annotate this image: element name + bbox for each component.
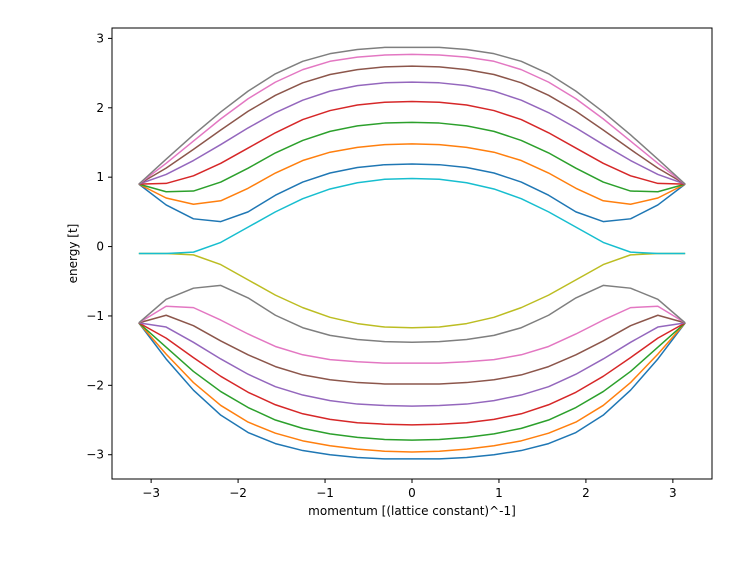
band-line-1 (138, 322, 686, 460)
band-line-14 (138, 100, 686, 185)
y-tick-label: −1 (86, 309, 104, 323)
band-line-12 (138, 143, 686, 205)
x-tick-label: 0 (408, 486, 416, 500)
band-line-18 (138, 46, 686, 185)
band-line-16 (138, 65, 686, 185)
x-tick-label: 3 (669, 486, 677, 500)
x-tick-label: −3 (142, 486, 160, 500)
y-tick-label: 3 (96, 31, 104, 45)
y-tick-label: 2 (96, 101, 104, 115)
band-line-2 (138, 322, 686, 453)
band-line-10 (138, 177, 686, 255)
y-tick-label: −3 (86, 448, 104, 462)
band-line-8 (138, 284, 686, 344)
x-tick-label: 1 (495, 486, 503, 500)
y-axis: −3 −2 −1 0 1 2 3 (86, 31, 112, 462)
band-line-7 (138, 305, 686, 364)
band-line-13 (138, 121, 686, 193)
band-line-15 (138, 81, 686, 185)
band-line-11 (138, 163, 686, 223)
y-tick-label: 1 (96, 170, 104, 184)
band-line-5 (138, 322, 686, 407)
band-line-3 (138, 322, 686, 441)
y-tick-label: −2 (86, 378, 104, 392)
y-tick-label: 0 (96, 240, 104, 254)
x-axis: −3 −2 −1 0 1 2 3 (142, 479, 677, 500)
band-line-17 (138, 53, 686, 185)
y-axis-label: energy [t] (66, 224, 80, 284)
plot-frame (111, 27, 713, 480)
band-line-9 (138, 252, 686, 329)
x-tick-label: −1 (316, 486, 334, 500)
x-axis-label: momentum [(lattice constant)^-1] (308, 504, 516, 518)
x-tick-label: 2 (582, 486, 590, 500)
plot-lines (138, 46, 686, 460)
band-line-4 (138, 322, 686, 426)
band-line-6 (138, 314, 686, 385)
x-tick-label: −2 (229, 486, 247, 500)
